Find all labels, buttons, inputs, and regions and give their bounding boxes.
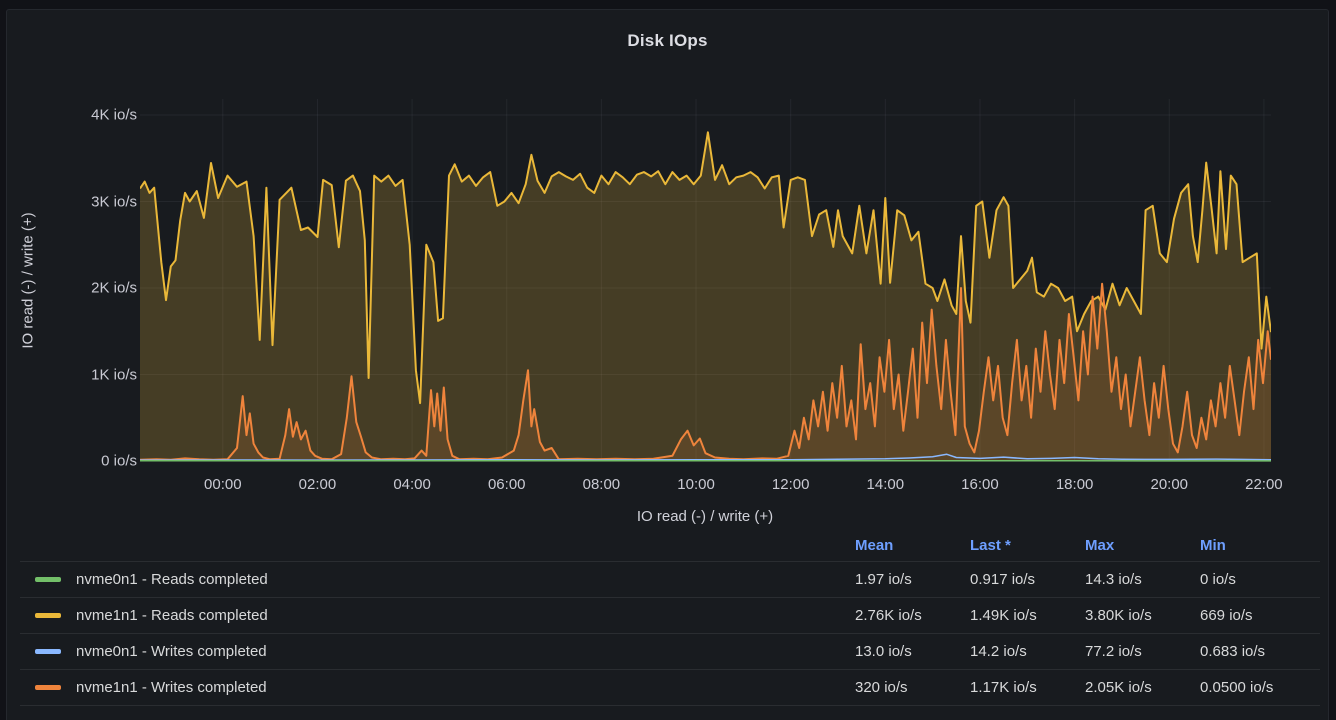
y-tick-label: 4K io/s	[91, 106, 137, 124]
max-value: 3.80K io/s	[1085, 607, 1152, 624]
mean-value: 1.97 io/s	[855, 571, 912, 588]
legend-row-nvme0n1-reads[interactable]: nvme0n1 - Reads completed 1.97 io/s 0.91…	[20, 562, 1320, 598]
x-axis-label: IO read (-) / write (+)	[636, 508, 774, 525]
last-value: 1.49K io/s	[970, 607, 1037, 624]
series-area	[140, 283, 1271, 461]
series-area	[140, 132, 1271, 462]
min-value: 0 io/s	[1200, 571, 1236, 588]
series-line	[140, 453, 1271, 461]
last-value: 14.2 io/s	[970, 643, 1027, 660]
x-tick-label: 12:00	[771, 476, 810, 493]
legend-sort-last[interactable]: Last *	[970, 537, 1011, 554]
last-value: 1.17K io/s	[970, 679, 1037, 696]
legend-sort-max[interactable]: Max	[1085, 537, 1115, 554]
series-line	[140, 131, 1271, 405]
y-axis-label: IO read (-) / write (+)	[19, 212, 37, 349]
series-line	[140, 282, 1271, 461]
x-tick-label: 10:00	[677, 476, 715, 493]
x-tick-label: 04:00	[393, 476, 431, 493]
series-swatch-icon	[35, 649, 61, 654]
x-tick-label: 14:00	[866, 476, 905, 493]
mean-value: 2.76K io/s	[855, 607, 922, 624]
series-label: nvme1n1 - Writes completed	[76, 679, 267, 696]
y-tick-label: 2K io/s	[91, 279, 137, 297]
x-tick-label: 06:00	[487, 476, 526, 493]
x-tick-label: 16:00	[961, 476, 999, 493]
legend-header-row: Mean Last * Max Min	[20, 530, 1320, 562]
series-swatch-icon	[35, 613, 61, 618]
series-label: nvme1n1 - Reads completed	[76, 607, 268, 624]
series-label: nvme0n1 - Writes completed	[76, 643, 267, 660]
legend-sort-mean[interactable]: Mean	[855, 537, 894, 554]
legend-row-nvme0n1-writes[interactable]: nvme0n1 - Writes completed 13.0 io/s 14.…	[20, 634, 1320, 670]
min-value: 669 io/s	[1200, 607, 1253, 624]
x-tick-label: 22:00	[1245, 476, 1283, 493]
max-value: 77.2 io/s	[1085, 643, 1142, 660]
mean-value: 13.0 io/s	[855, 643, 912, 660]
legend-row-nvme1n1-writes[interactable]: nvme1n1 - Writes completed 320 io/s 1.17…	[20, 670, 1320, 706]
mean-value: 320 io/s	[855, 679, 908, 696]
x-tick-label: 00:00	[204, 476, 242, 493]
last-value: 0.917 io/s	[970, 571, 1036, 588]
x-tick-label: 08:00	[582, 476, 621, 493]
y-tick-label: 3K io/s	[91, 193, 137, 210]
min-value: 0.683 io/s	[1200, 643, 1266, 660]
y-tick-label: 1K io/s	[91, 366, 137, 383]
legend-row-nvme1n1-reads[interactable]: nvme1n1 - Reads completed 2.76K io/s 1.4…	[20, 598, 1320, 634]
legend-sort-min[interactable]: Min	[1200, 537, 1226, 554]
max-value: 2.05K io/s	[1085, 679, 1152, 696]
y-tick-label: 0 io/s	[101, 452, 137, 470]
x-tick-label: 02:00	[298, 476, 337, 493]
min-value: 0.0500 io/s	[1200, 679, 1274, 696]
max-value: 14.3 io/s	[1085, 571, 1142, 588]
panel-title[interactable]: Disk IOps	[627, 31, 708, 50]
series-swatch-icon	[35, 577, 61, 582]
series-label: nvme0n1 - Reads completed	[76, 571, 268, 588]
series-swatch-icon	[35, 685, 61, 690]
x-tick-label: 20:00	[1150, 476, 1189, 493]
legend-table: Mean Last * Max Min nvme0n1 - Reads comp…	[20, 530, 1320, 706]
x-tick-label: 18:00	[1055, 476, 1094, 493]
